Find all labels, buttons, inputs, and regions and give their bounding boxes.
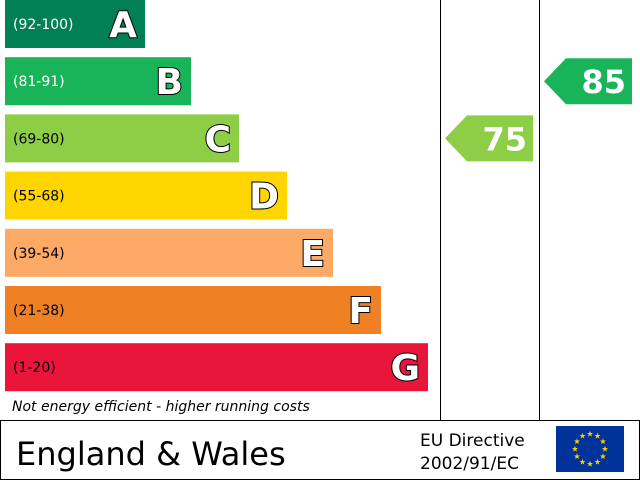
band-b-range: (81-91) xyxy=(13,74,65,90)
footnote-not-efficient: Not energy efficient - higher running co… xyxy=(12,399,310,415)
eu-flag-star xyxy=(586,460,594,467)
eu-flag-star xyxy=(571,445,579,452)
eu-flag-star xyxy=(579,432,586,439)
band-f-letter: F xyxy=(348,291,373,332)
potential-rating-marker-value: 85 xyxy=(581,63,626,101)
eu-flag-star xyxy=(599,438,607,445)
band-f: (21-38) F xyxy=(5,286,381,334)
band-c-bar xyxy=(5,114,239,163)
eu-directive-line1: EU Directive xyxy=(420,431,525,451)
band-g-range: (1-20) xyxy=(13,360,56,376)
band-a-letter: A xyxy=(109,5,137,46)
eu-flag-icon xyxy=(556,426,624,472)
band-f-bar xyxy=(5,286,381,334)
eu-flag-star xyxy=(601,445,609,452)
band-d-letter: D xyxy=(249,177,279,218)
band-d: (55-68) D xyxy=(5,171,287,220)
band-e-bar xyxy=(5,228,333,277)
rating-markers: 75 85 xyxy=(445,58,632,162)
potential-rating-marker-arrow xyxy=(544,58,632,105)
eu-flag-star xyxy=(579,458,586,465)
current-rating-marker-arrow xyxy=(445,115,533,162)
eu-flag-star xyxy=(599,453,607,460)
band-e-range: (39-54) xyxy=(13,246,65,262)
eu-directive-line2: 2002/91/EC xyxy=(420,454,519,474)
potential-rating-marker: 85 xyxy=(544,58,632,105)
band-g-bar xyxy=(5,343,428,392)
band-b-letter: B xyxy=(156,62,183,103)
band-e-letter: E xyxy=(300,234,325,275)
band-d-bar xyxy=(5,171,287,220)
current-rating-marker: 75 xyxy=(445,115,533,162)
band-a-bar xyxy=(5,0,145,48)
band-b-bar xyxy=(5,57,191,106)
band-c-range: (69-80) xyxy=(13,131,65,147)
band-b: (81-91) B xyxy=(5,57,191,106)
band-e: (39-54) E xyxy=(5,228,333,277)
eu-flag-star xyxy=(586,430,594,437)
band-a-range: (92-100) xyxy=(13,17,74,33)
band-a: (92-100) A xyxy=(5,0,145,48)
band-c: (69-80) C xyxy=(5,114,239,163)
country-label: England & Wales xyxy=(16,435,286,473)
eu-flag-star xyxy=(594,458,601,465)
rating-bands: (92-100) A (81-91) B (69-80) C (55-68) D (39-54)… xyxy=(5,0,428,392)
eu-flag-star xyxy=(573,438,581,445)
band-c-letter: C xyxy=(205,119,231,160)
band-f-range: (21-38) xyxy=(13,303,65,319)
band-g-letter: G xyxy=(390,348,420,389)
eu-flag-star xyxy=(594,432,601,439)
current-rating-marker-value: 75 xyxy=(482,120,527,158)
band-g: (1-20) G xyxy=(5,343,428,392)
eu-flag-star xyxy=(573,453,581,460)
band-d-range: (55-68) xyxy=(13,189,65,205)
